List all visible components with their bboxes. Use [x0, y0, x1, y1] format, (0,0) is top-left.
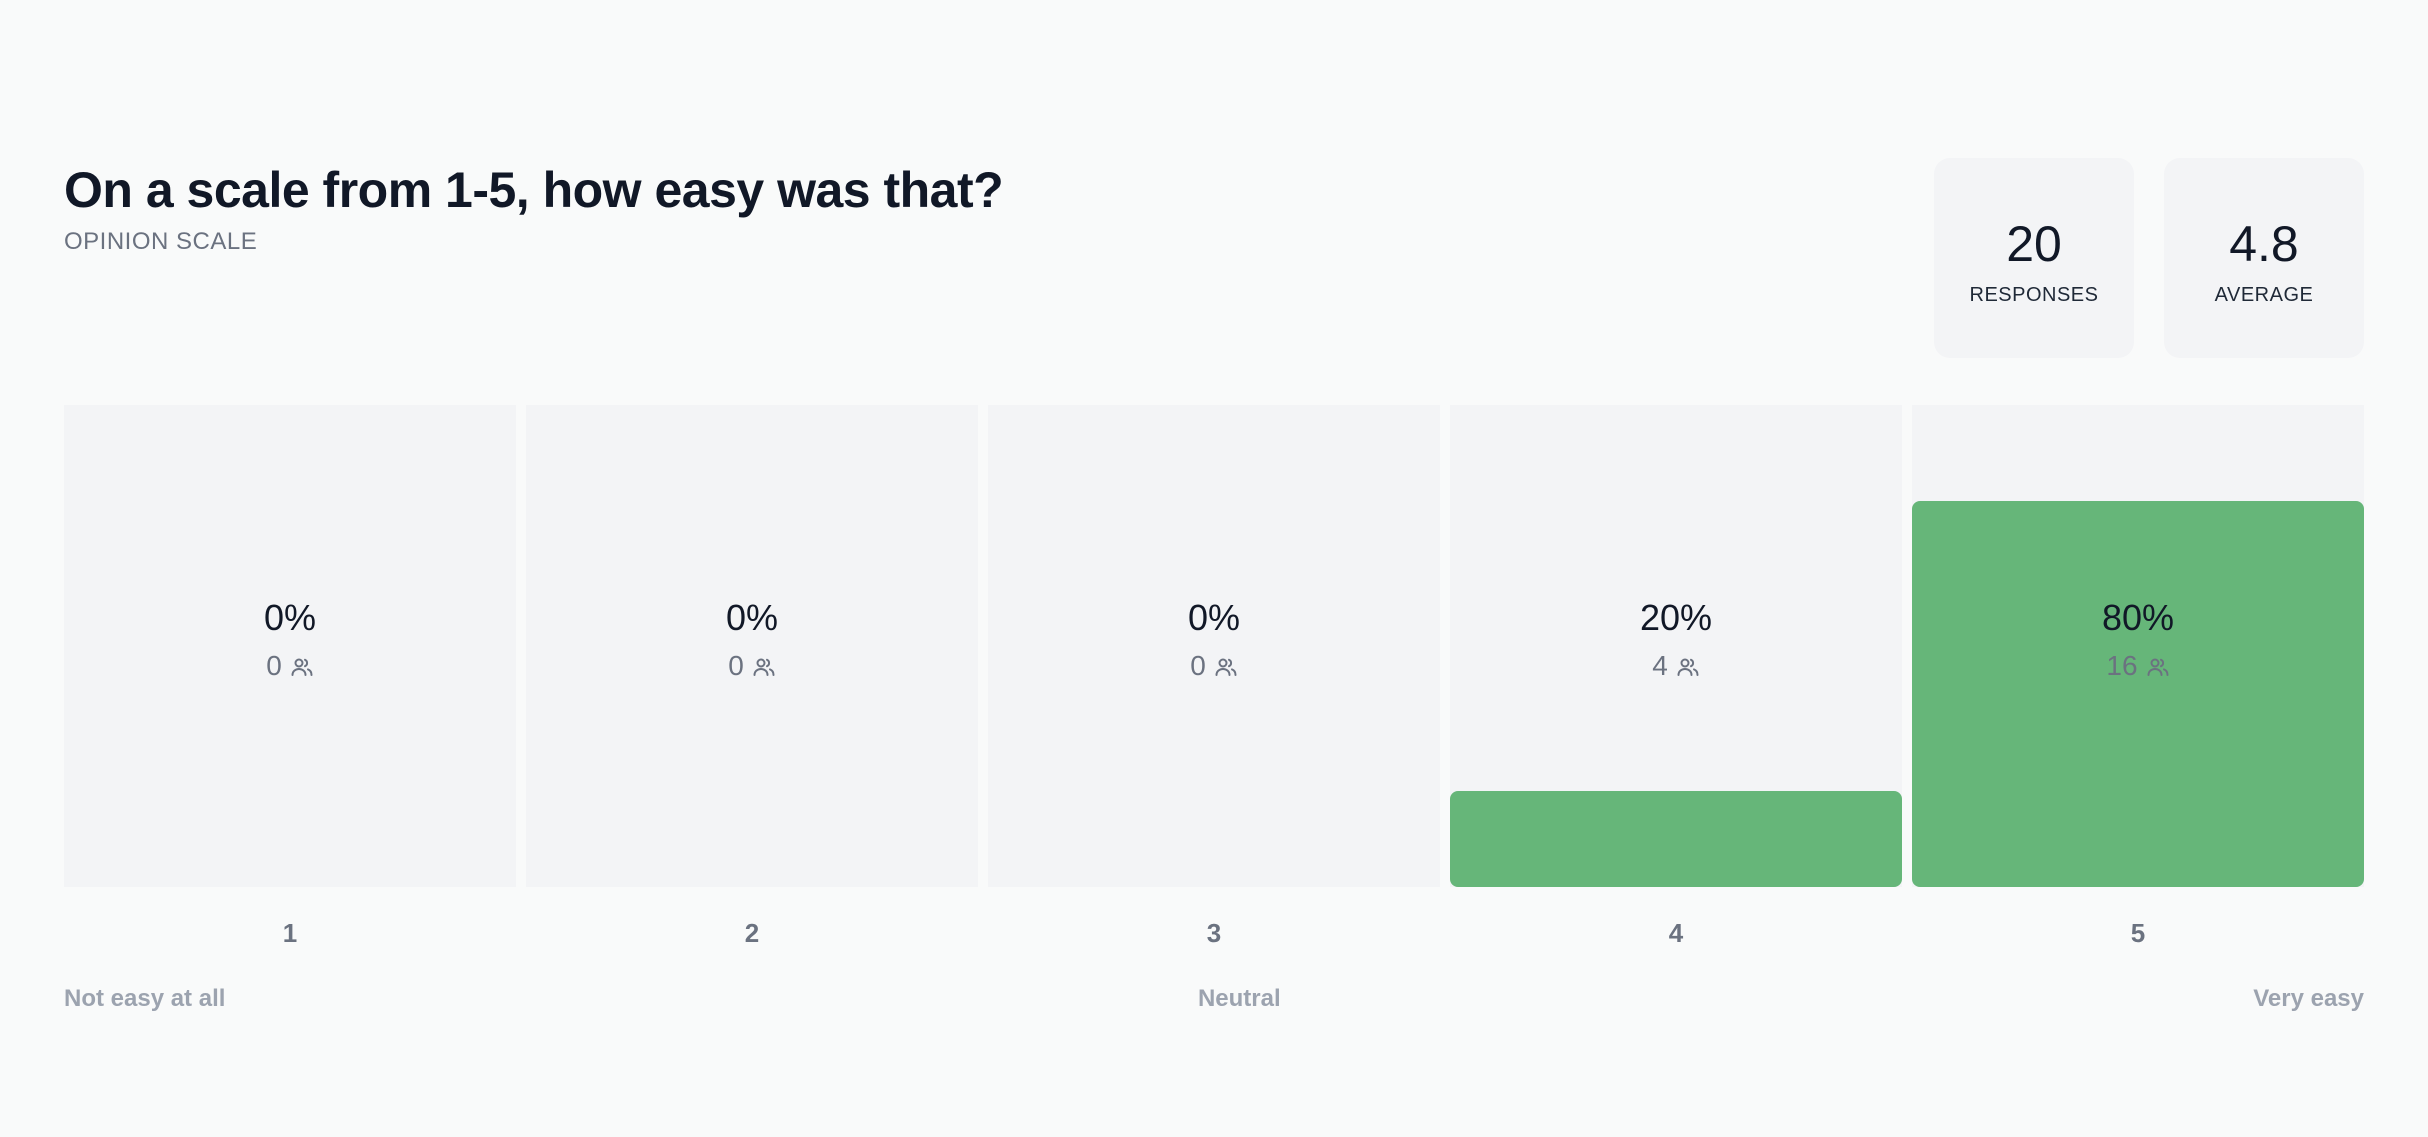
- average-card: 4.8 AVERAGE: [2164, 158, 2364, 358]
- bar-text-1: 0% 0: [64, 600, 516, 682]
- stats-panel: 20 RESPONSES 4.8 AVERAGE: [1934, 158, 2364, 358]
- bar-count: 0: [728, 650, 776, 682]
- bar-count-value: 16: [2106, 650, 2138, 681]
- x-tick-label: 3: [1206, 918, 1222, 948]
- scale-labels: Not easy at all Neutral Very easy: [64, 985, 2364, 1013]
- people-icon: [1214, 654, 1238, 678]
- bar-count: 4: [1652, 650, 1700, 682]
- people-icon: [2146, 654, 2170, 678]
- bar-count: 0: [266, 650, 314, 682]
- x-tick-label: 5: [2130, 918, 2146, 948]
- bar-count-value: 0: [1190, 650, 1206, 681]
- bar-1: 0% 0: [64, 405, 516, 887]
- bar-text-4: 20% 4: [1450, 600, 1902, 682]
- people-icon: [752, 654, 776, 678]
- scale-label-left: Not easy at all: [64, 985, 226, 1012]
- x-tick-label: 1: [282, 918, 298, 948]
- x-tick-label: 4: [1668, 918, 1684, 948]
- bar-5: 80% 16: [1912, 405, 2364, 887]
- bar-4: 20% 4: [1450, 405, 1902, 887]
- responses-label: RESPONSES: [1969, 284, 2099, 306]
- x-axis-labels: 1 2 3 4 5: [64, 918, 2364, 949]
- average-label: AVERAGE: [2214, 284, 2314, 306]
- bar-fill-4: [1450, 791, 1902, 887]
- question-header: On a scale from 1-5, how easy was that? …: [64, 160, 1004, 256]
- bar-3: 0% 0: [988, 405, 1440, 887]
- scale-label-right: Very easy: [2253, 985, 2364, 1012]
- bar-percent-label: 0%: [725, 597, 779, 638]
- bar-text-5: 80% 16: [1912, 600, 2364, 682]
- opinion-bar-chart: 0% 0 0% 0 0% 0 20% 4 80% 16: [64, 405, 2364, 887]
- people-icon: [290, 654, 314, 678]
- bar-fill-5: [1912, 501, 2364, 887]
- question-title: On a scale from 1-5, how easy was that?: [64, 162, 1004, 218]
- bar-percent-label: 0%: [263, 597, 317, 638]
- bar-count-value: 4: [1652, 650, 1668, 681]
- scale-label-middle: Neutral: [1197, 985, 1281, 1012]
- bar-percent-label: 0%: [1187, 597, 1241, 638]
- x-tick-label: 2: [744, 918, 760, 948]
- bar-text-2: 0% 0: [526, 600, 978, 682]
- bar-count-value: 0: [728, 650, 744, 681]
- bar-text-3: 0% 0: [988, 600, 1440, 682]
- bar-count-value: 0: [266, 650, 282, 681]
- average-value: 4.8: [2229, 216, 2299, 272]
- responses-value: 20: [2006, 216, 2062, 272]
- people-icon: [1676, 654, 1700, 678]
- bar-count: 16: [2106, 650, 2169, 682]
- bar-count: 0: [1190, 650, 1238, 682]
- question-type-label: OPINION SCALE: [64, 228, 258, 255]
- responses-card: 20 RESPONSES: [1934, 158, 2134, 358]
- bar-percent-label: 80%: [2101, 597, 2175, 638]
- bar-2: 0% 0: [526, 405, 978, 887]
- bar-percent-label: 20%: [1639, 597, 1713, 638]
